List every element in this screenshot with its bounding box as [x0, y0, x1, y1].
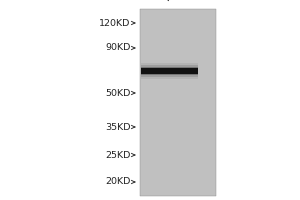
Text: 25KD: 25KD: [105, 150, 130, 160]
Bar: [141, 63, 198, 79]
Bar: [141, 65, 198, 77]
Text: K562: K562: [162, 0, 187, 2]
Bar: [141, 67, 198, 75]
Text: 20KD: 20KD: [105, 178, 130, 186]
Text: 120KD: 120KD: [99, 19, 130, 27]
Text: 35KD: 35KD: [105, 122, 130, 132]
Bar: [140, 9, 216, 196]
Text: 50KD: 50KD: [105, 88, 130, 98]
Bar: [141, 68, 198, 74]
Text: 90KD: 90KD: [105, 44, 130, 52]
